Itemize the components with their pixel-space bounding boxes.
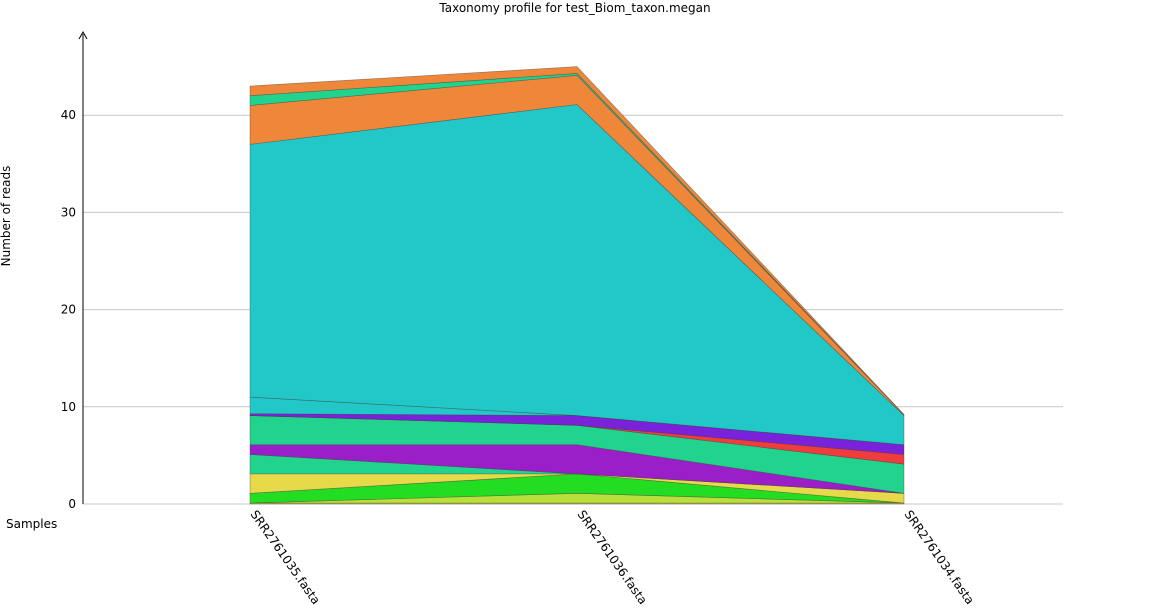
y-tick-label: 30 [61,205,76,219]
y-tick-label: 20 [61,303,76,317]
y-tick-label: 40 [61,108,76,122]
chart-title: Taxonomy profile for test_Biom_taxon.meg… [438,1,710,15]
y-tick-label: 10 [61,400,76,414]
x-category-label: SRR2761035.fasta [248,508,323,607]
y-axis-label: Number of reads [0,166,13,267]
y-tick-label: 0 [68,497,76,511]
y-tick-labels: 0 10 20 30 40 [61,108,76,511]
x-category-label: SRR2761034.fasta [902,508,977,607]
area-series-14 [249,66,905,415]
data-areas [249,66,905,505]
x-category-label: SRR2761036.fasta [575,508,650,607]
x-category-labels: SRR2761035.fasta SRR2761036.fasta SRR27610… [248,508,977,607]
area-series-11 [249,104,905,446]
x-axis-label: Samples [6,517,57,531]
axes [78,30,88,504]
y-axis-arrow-icon [78,30,88,40]
